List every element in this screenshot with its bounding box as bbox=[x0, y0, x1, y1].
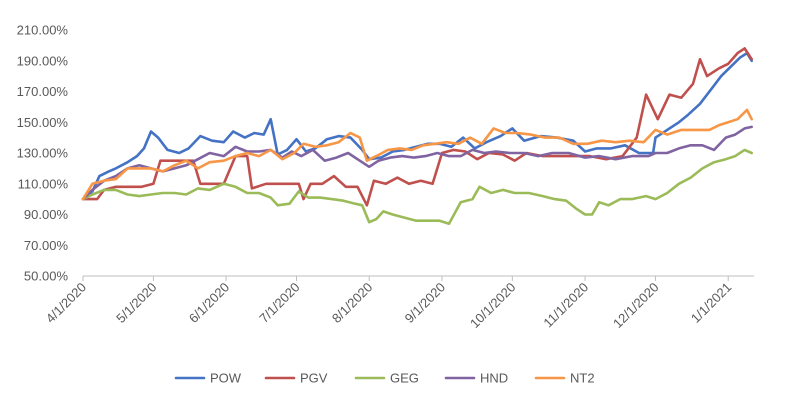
legend-label-hnd: HND bbox=[480, 371, 508, 386]
x-axis: 4/1/2020 5/1/2020 6/1/2020 7/1/2020 8/1/2020… bbox=[43, 275, 754, 332]
x-tick-label: 12/1/2020 bbox=[610, 280, 662, 332]
y-tick-label: 110.00% bbox=[18, 176, 69, 191]
y-tick-label: 170.00% bbox=[17, 84, 69, 99]
legend-label-nt2: NT2 bbox=[570, 371, 595, 386]
x-tick-label: 10/1/2020 bbox=[467, 280, 519, 332]
y-axis: 50.00% 70.00% 90.00% 110.00% 130.00% 150.00% 1… bbox=[17, 23, 69, 284]
series-line-geg bbox=[81, 148, 754, 225]
x-tick-label: 5/1/2020 bbox=[113, 280, 159, 326]
x-tick-label: 11/1/2020 bbox=[540, 280, 591, 331]
series-layer bbox=[81, 47, 754, 225]
y-tick-label: 130.00% bbox=[17, 146, 69, 161]
series-line-pgv bbox=[81, 47, 754, 207]
x-tick-label: 6/1/2020 bbox=[186, 280, 232, 326]
x-tick-label: 1/1/2021 bbox=[688, 280, 734, 326]
x-tick-label: 4/1/2020 bbox=[43, 280, 89, 326]
legend-label-geg: GEG bbox=[390, 371, 419, 386]
legend-label-pgv: PGV bbox=[300, 371, 328, 386]
x-tick-label: 9/1/2020 bbox=[402, 280, 448, 326]
x-tick-label: 7/1/2020 bbox=[256, 280, 302, 326]
legend: POW PGV GEG HND NT2 bbox=[174, 371, 595, 386]
y-tick-label: 150.00% bbox=[17, 115, 69, 130]
y-tick-label: 50.00% bbox=[24, 269, 69, 284]
series-line-nt2 bbox=[81, 108, 754, 201]
x-tick-label: 8/1/2020 bbox=[329, 280, 375, 326]
y-tick-label: 70.00% bbox=[24, 238, 69, 253]
series-line-pow bbox=[81, 51, 754, 201]
y-tick-label: 210.00% bbox=[17, 23, 69, 38]
y-tick-label: 190.00% bbox=[17, 53, 69, 68]
legend-label-pow: POW bbox=[210, 371, 242, 386]
y-tick-label: 90.00% bbox=[24, 207, 69, 222]
